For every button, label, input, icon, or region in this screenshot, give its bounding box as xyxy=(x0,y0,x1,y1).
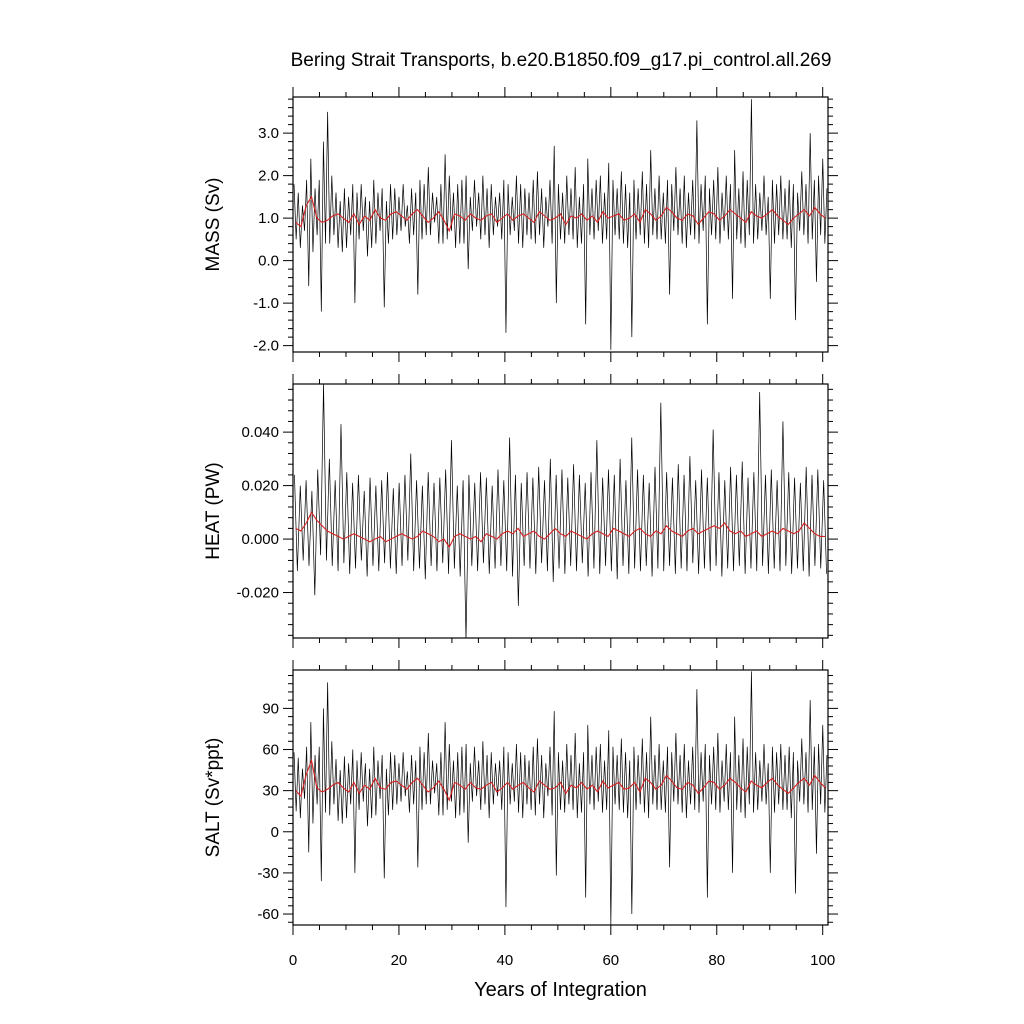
salt-monthly-series-line xyxy=(294,671,827,925)
chart-title: Bering Strait Transports, b.e20.B1850.f0… xyxy=(291,50,832,71)
y-axis-label-mass: MASS (Sv) xyxy=(203,178,224,272)
panel-frame-salt xyxy=(293,670,828,925)
y-tick-label-salt: 30 xyxy=(262,783,279,800)
y-tick-label-salt: 90 xyxy=(262,700,279,717)
x-tick-label: 100 xyxy=(810,952,835,969)
plot-area-mass xyxy=(294,99,827,350)
mass-monthly-series-line xyxy=(294,99,827,350)
plot-area-salt xyxy=(294,671,827,925)
y-tick-label-heat: 0.040 xyxy=(241,424,279,441)
y-tick-label-mass: -2.0 xyxy=(253,338,279,355)
y-axis-label-salt: SALT (Sv*ppt) xyxy=(203,738,224,858)
panels: -2.0 -1.0 0.0 1.0 2.0 3.0 MASS (Sv) -0.020 0.000… xyxy=(203,87,838,1001)
y-tick-label-salt: -30 xyxy=(257,865,279,882)
y-tick-label-heat: 0.000 xyxy=(241,531,279,548)
panel-mass: -2.0 -1.0 0.0 1.0 2.0 3.0 MASS (Sv) xyxy=(203,87,838,362)
x-tick-label: 80 xyxy=(708,952,725,969)
heat-monthly-series-line xyxy=(294,384,826,641)
x-tick-label: 20 xyxy=(391,952,408,969)
panel-frame-mass xyxy=(293,97,828,352)
y-tick-label-mass: -1.0 xyxy=(253,295,279,312)
y-tick-label-mass: 1.0 xyxy=(258,210,279,227)
y-tick-label-salt: -60 xyxy=(257,906,279,923)
y-tick-label-heat: -0.020 xyxy=(236,585,279,602)
y-tick-label-mass: 2.0 xyxy=(258,168,279,185)
x-tick-label: 0 xyxy=(289,952,297,969)
y-tick-label-mass: 0.0 xyxy=(258,253,279,270)
y-tick-label-salt: 0 xyxy=(271,824,279,841)
x-tick-label: 60 xyxy=(602,952,619,969)
x-tick-label: 40 xyxy=(497,952,514,969)
y-tick-label-salt: 60 xyxy=(262,742,279,759)
y-axis-label-heat: HEAT (PW) xyxy=(203,462,224,559)
plot-area-heat xyxy=(294,384,826,641)
panel-heat: -0.020 0.000 0.020 0.040 HEAT (PW) xyxy=(203,374,838,648)
y-tick-label-mass: 3.0 xyxy=(258,125,279,142)
y-tick-label-heat: 0.020 xyxy=(241,478,279,495)
panel-salt: -60 -30 0 30 60 90 SALT (Sv*ppt) 0 20 40 60 80 100 Ye… xyxy=(203,660,838,1001)
x-axis-label: Years of Integration xyxy=(474,979,647,1001)
